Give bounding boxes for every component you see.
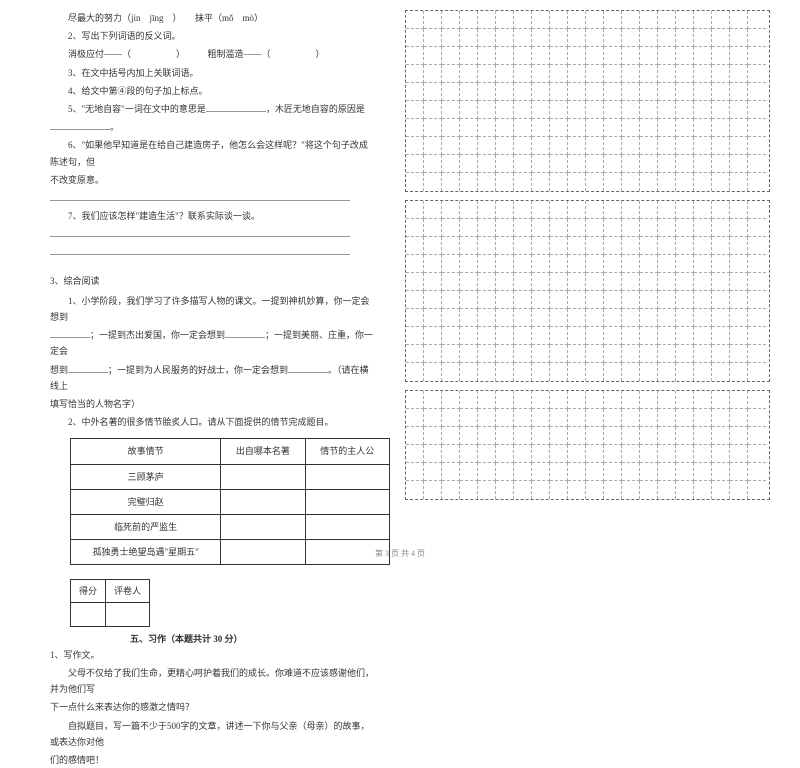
table-row: 临死前的严监生 (71, 514, 390, 539)
s3-blank2[interactable] (225, 337, 265, 338)
q6a: 6、"如果他早知道是在给自己建造房子，他怎么会这样呢？"将这个句子改成陈述句，但 (50, 137, 375, 169)
page-footer: 第 3 页 共 4 页 (0, 548, 800, 559)
grader-cell[interactable] (106, 603, 150, 626)
q3-label: 3、在文中括号内加上关联词语。 (50, 65, 375, 81)
s3-title: 3、综合阅读 (50, 273, 375, 289)
cell-plot: 三顾茅庐 (71, 464, 221, 489)
table-row: 完璧归赵 (71, 489, 390, 514)
q4-label: 4、给文中第④段的句子加上标点。 (50, 83, 375, 99)
s3-blank4[interactable] (288, 372, 328, 373)
cell-hero[interactable] (305, 489, 389, 514)
cell-hero[interactable] (305, 464, 389, 489)
writing-grid-block[interactable] (405, 10, 770, 192)
th-plot: 故事情节 (71, 439, 221, 464)
q6b: 不改变原意。 (50, 172, 375, 188)
score-table: 得分 评卷人 (70, 579, 150, 626)
writing-grids (405, 10, 770, 500)
cell-plot: 临死前的严监生 (71, 514, 221, 539)
score-cell[interactable] (71, 603, 106, 626)
s3-blank1[interactable] (50, 337, 90, 338)
w1: 1、写作文。 (50, 647, 375, 663)
q7: 7、我们应该怎样"建造生活"？联系实际谈一谈。 (50, 208, 375, 224)
s3-q2: 2、中外名著的很多情节脍炙人口。请从下面提供的情节完成题目。 (50, 414, 375, 430)
score-label: 得分 (71, 580, 106, 603)
s3-q1d: 想到 (50, 365, 68, 375)
writing-grid-block[interactable] (405, 200, 770, 382)
q7-blank1[interactable] (50, 226, 375, 242)
s3-q1b: ；一提到杰出爱国，你一定会想到 (90, 330, 225, 340)
q5b: ，木匠无地自容的原因是 (266, 104, 365, 114)
grader-label: 评卷人 (106, 580, 150, 603)
s3-q1a: 1、小学阶段，我们学习了许多描写人物的课文。一提到神机妙算，你一定会想到 (50, 293, 375, 325)
cell-book[interactable] (221, 514, 305, 539)
w1d: 们的感情吧！ (50, 752, 375, 768)
w1a: 父母不仅给了我们生命，更精心呵护着我们的成长。你难道不应该感谢他们，并为他们写 (50, 665, 375, 697)
w1c: 自拟题目，写一篇不少于500字的文章，讲述一下你与父亲（母亲）的故事，或表达你对… (50, 718, 375, 750)
q5a: 5、"无地自容"一词在文中的意思是 (68, 104, 206, 114)
section5-title: 五、习作（本题共计 30 分） (130, 631, 375, 647)
s3-blank3[interactable] (68, 372, 108, 373)
table-header-row: 故事情节 出自哪本名著 情节的主人公 (71, 439, 390, 464)
s3-q1-line2: ；一提到杰出爱国，你一定会想到；一提到美丽、庄重，你一定会 (50, 327, 375, 359)
q5c: 。 (110, 122, 119, 132)
q2-label: 2、写出下列词语的反义词。 (50, 28, 375, 44)
s3-q1a-text: 1、小学阶段，我们学习了许多描写人物的课文。一提到神机妙算，你一定会想到 (50, 296, 370, 322)
cell-plot: 完璧归赵 (71, 489, 221, 514)
w1b: 下一点什么来表达你的感激之情吗？ (50, 699, 375, 715)
q5-blank2[interactable] (50, 129, 110, 130)
s3-q1-line3: 想到；一提到为人民服务的好战士，你一定会想到。（请在横线上 (50, 362, 375, 394)
left-column: 尽最大的努力（jìn jīng ） 抹平（mǒ mò） 2、写出下列词语的反义词… (0, 0, 385, 565)
q5-line: 5、"无地自容"一词在文中的意思是 ，木匠无地自容的原因是 (50, 101, 375, 117)
cell-book[interactable] (221, 464, 305, 489)
s3-q1g: 填写恰当的人物名字） (50, 396, 375, 412)
q7-blank2[interactable] (50, 244, 375, 260)
q6-blank[interactable] (50, 190, 375, 206)
cell-book[interactable] (221, 489, 305, 514)
th-hero: 情节的主人公 (305, 439, 389, 464)
table-row: 三顾茅庐 (71, 464, 390, 489)
q2-blanks: 消极应付——（ ） 粗制滥造——（ ） (50, 46, 375, 62)
q1-pinyin: 尽最大的努力（jìn jīng ） 抹平（mǒ mò） (50, 10, 375, 26)
q5-blank1[interactable] (206, 111, 266, 112)
cell-hero[interactable] (305, 514, 389, 539)
q5c-line: 。 (50, 119, 375, 135)
story-table: 故事情节 出自哪本名著 情节的主人公 三顾茅庐 完璧归赵 临死前的严监生 孤独勇… (70, 438, 390, 565)
s3-q1e: ；一提到为人民服务的好战士，你一定会想到 (108, 365, 288, 375)
writing-grid-block[interactable] (405, 390, 770, 500)
th-book: 出自哪本名著 (221, 439, 305, 464)
right-column (385, 0, 800, 565)
